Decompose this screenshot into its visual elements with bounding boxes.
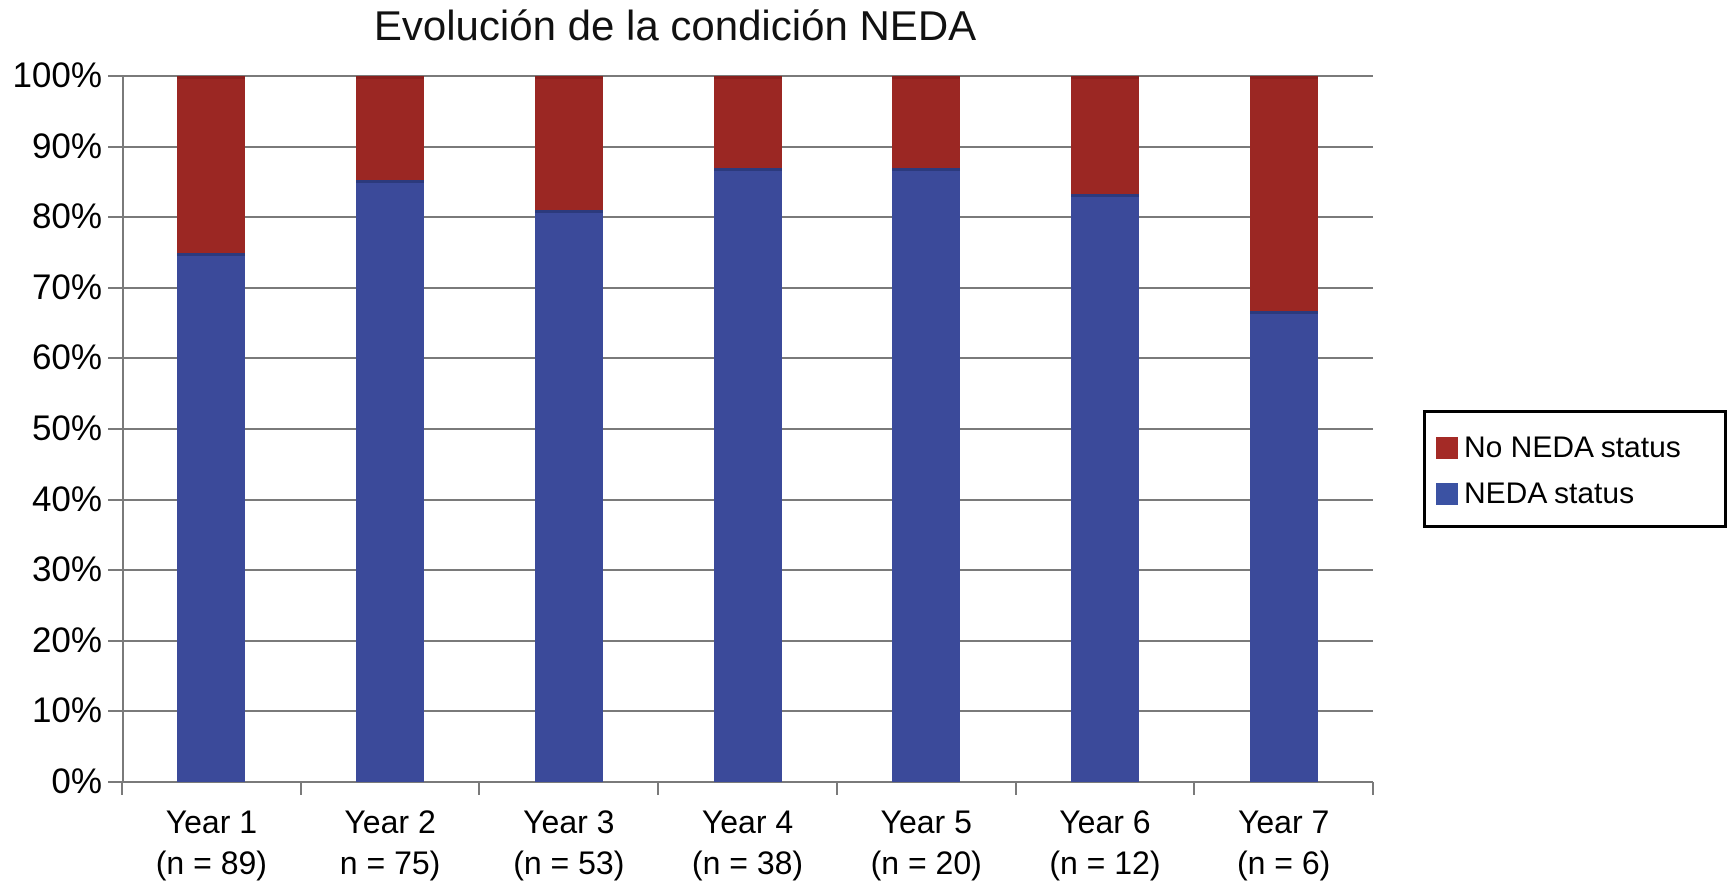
bar-year-3-neda-status (534, 210, 603, 782)
legend-swatch-no-neda-icon (1436, 437, 1458, 459)
x-boundary-tick (835, 782, 838, 795)
bar-year-1-no-neda-status (177, 76, 246, 253)
gridline-0% (122, 781, 1373, 783)
legend-item-neda: NEDA status (1436, 471, 1724, 517)
y-tick-90% (108, 145, 122, 148)
y-tick-10% (108, 710, 122, 713)
x-label-year-1: Year 1 (n = 89) (116, 802, 306, 884)
bar-year-4-neda-status (713, 167, 782, 782)
y-tick-30% (108, 569, 122, 572)
bar-year-7-neda-status (1249, 311, 1318, 782)
bar-year-7-no-neda-status (1249, 76, 1318, 312)
y-tick-label: 70% (31, 267, 102, 307)
x-label-year-7: Year 7 (n = 6) (1189, 802, 1379, 884)
bar-year-2-neda-status (356, 179, 425, 782)
x-label-line1: Year 4 (701, 804, 794, 840)
y-tick-20% (108, 639, 122, 642)
plot-area: 0% 10% 20% 30% 40% 50% 60% 70% 80% 90% 100% (12, 56, 1374, 801)
y-tick-label: 20% (31, 620, 102, 660)
x-boundary-tick (121, 782, 123, 795)
x-label-line2: (n = 53) (513, 845, 625, 881)
x-label-line1: Year 7 (1237, 804, 1330, 840)
bar-year-3-no-neda-status (534, 76, 603, 211)
bar-year-5-no-neda-status (892, 76, 961, 168)
legend-label-no-neda: No NEDA status (1464, 431, 1681, 464)
x-label-line1: Year 5 (880, 804, 972, 840)
y-tick-label: 60% (31, 338, 102, 378)
x-boundary-tick (478, 782, 481, 795)
y-tick-50% (108, 428, 122, 430)
legend-swatch-neda-icon (1436, 483, 1458, 505)
x-axis-labels: Year 1 (n = 89) Year 2 n = 75) Year 3 (n = 53… (122, 802, 1373, 892)
legend-item-no-neda: No NEDA status (1436, 425, 1724, 471)
bar-year-6-neda-status (1070, 193, 1139, 782)
y-tick-40% (108, 498, 122, 501)
x-label-year-4: Year 4 (n = 38) (653, 802, 843, 884)
y-tick-80% (108, 216, 122, 219)
legend: No NEDA status NEDA status (1423, 410, 1727, 528)
y-tick-70% (108, 286, 122, 289)
x-label-line2: (n = 38) (691, 845, 804, 881)
gridline-100% (122, 75, 1373, 77)
chart-title: Evolución de la condición NEDA (373, 2, 977, 49)
x-label-year-3: Year 3 (n = 53) (474, 802, 664, 884)
x-label-line2: n = 75) (339, 845, 441, 881)
x-label-year-2: Year 2 n = 75) (295, 802, 485, 884)
x-boundary-tick (657, 782, 660, 795)
y-tick-label: 0% (51, 762, 102, 801)
x-label-line1: Year 6 (1059, 804, 1151, 840)
x-label-line1: Year 2 (344, 804, 436, 840)
y-tick-label: 50% (31, 409, 102, 448)
y-tick-100% (108, 75, 122, 77)
x-label-year-6: Year 6 (n = 12) (1010, 802, 1200, 884)
y-tick-label: 80% (31, 197, 102, 237)
bar-year-6-no-neda-status (1070, 76, 1139, 194)
x-boundary-tick (1193, 782, 1196, 795)
y-tick-label: 30% (31, 550, 102, 590)
bar-year-5-neda-status (892, 167, 961, 782)
y-tick-label: 40% (31, 479, 102, 519)
x-boundary-tick (299, 782, 302, 795)
x-label-line2: (n = 12) (1049, 845, 1161, 881)
y-tick-label: 90% (31, 126, 102, 166)
x-label-year-5: Year 5 (n = 20) (831, 802, 1021, 884)
y-tick-60% (108, 357, 122, 360)
legend-label-neda: NEDA status (1464, 477, 1635, 510)
x-label-line2: (n = 89) (155, 845, 267, 881)
x-label-line2: (n = 6) (1236, 845, 1331, 881)
x-label-line2: (n = 20) (870, 845, 982, 881)
x-label-line1: Year 1 (165, 804, 258, 840)
x-label-line1: Year 3 (523, 804, 615, 840)
y-tick-label: 10% (31, 691, 102, 731)
y-tick-0% (108, 781, 122, 783)
x-boundary-tick (1372, 782, 1374, 795)
bar-year-1-neda-status (177, 252, 246, 782)
bar-year-2-no-neda-status (356, 76, 425, 180)
y-tick-label: 100% (12, 56, 102, 95)
bar-year-4-no-neda-status (713, 76, 782, 168)
x-boundary-tick (1014, 782, 1017, 795)
